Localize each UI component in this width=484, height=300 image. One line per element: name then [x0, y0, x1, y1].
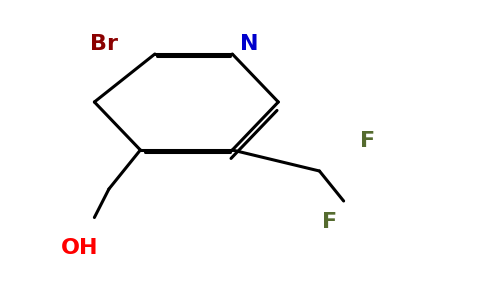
Text: OH: OH: [61, 238, 99, 257]
Text: F: F: [321, 212, 337, 232]
Text: N: N: [240, 34, 258, 53]
Text: Br: Br: [90, 34, 118, 53]
Text: F: F: [360, 131, 376, 151]
